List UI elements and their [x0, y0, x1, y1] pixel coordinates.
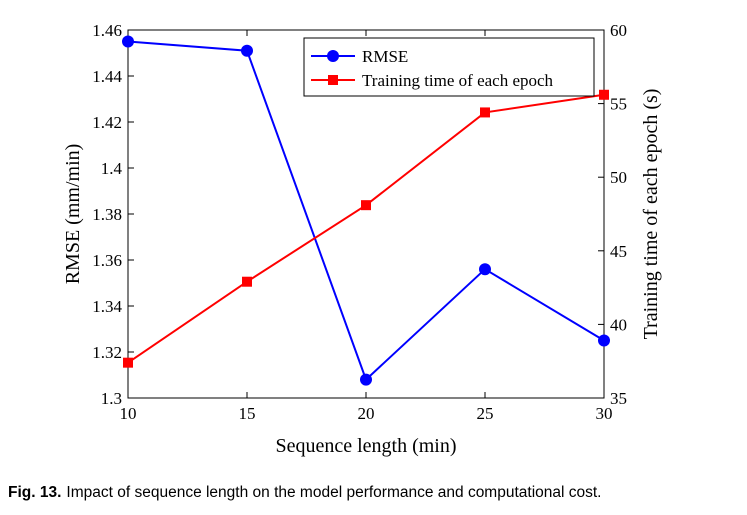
y2-tick-label: 55 — [610, 95, 627, 114]
y-tick-label: 1.36 — [92, 251, 122, 270]
left-y-axis: 1.3 1.32 1.34 1.36 1.38 1.4 1.42 1.44 1.46 — [92, 21, 134, 408]
y-axis-label: RMSE (mm/min) — [62, 144, 84, 285]
x-tick-label: 15 — [239, 404, 256, 423]
series-2-point — [480, 107, 490, 118]
x-tick-label: 30 — [596, 404, 613, 423]
legend: RMSE Training time of each epoch — [303, 37, 595, 97]
legend-time-marker — [328, 75, 338, 85]
y-tick-label: 1.3 — [101, 389, 122, 408]
legend-time-label: Training time of each epoch — [362, 71, 554, 90]
series-1-point — [598, 334, 610, 347]
x-tick-label: 10 — [120, 404, 137, 423]
chart: 10 15 20 25 30 1.3 1.32 1.34 1.36 1.38 1.4 1.42 1.4… — [62, 21, 662, 457]
figure-caption: Fig. 13. Impact of sequence length on the… — [8, 484, 743, 502]
series-2-point — [123, 357, 133, 368]
x-tick-label: 20 — [358, 404, 375, 423]
caption-label: Fig. 13. — [8, 484, 62, 501]
series-1-point — [360, 373, 372, 386]
legend-rmse-marker — [327, 50, 339, 62]
y2-axis-label: Training time of each epoch (s) — [640, 89, 662, 340]
x-tick-label: 25 — [477, 404, 494, 423]
series-2-point — [599, 89, 609, 100]
y2-tick-label: 40 — [610, 315, 627, 334]
y-tick-label: 1.34 — [92, 297, 122, 316]
y-tick-label: 1.46 — [92, 21, 122, 40]
legend-rmse-label: RMSE — [362, 47, 408, 66]
y-tick-label: 1.38 — [92, 205, 122, 224]
series-1-point — [122, 35, 134, 48]
y-tick-label: 1.42 — [92, 113, 122, 132]
y-tick-label: 1.44 — [92, 67, 122, 86]
y-tick-label: 1.32 — [92, 343, 122, 362]
y-tick-label: 1.4 — [101, 159, 123, 178]
right-y-axis: 35 40 45 50 55 60 — [598, 21, 627, 408]
series-2-point — [242, 276, 252, 287]
y2-tick-label: 45 — [610, 242, 627, 261]
series-1-point — [479, 263, 491, 276]
legend-box — [303, 37, 595, 97]
y2-tick-label: 50 — [610, 168, 627, 187]
x-axis-label: Sequence length (min) — [275, 435, 456, 457]
series-2-point — [361, 200, 371, 211]
x-axis: 10 15 20 25 30 — [120, 30, 613, 423]
caption-text: Impact of sequence length on the model p… — [66, 484, 602, 501]
y2-tick-label: 35 — [610, 389, 627, 408]
series-1-point — [241, 44, 253, 57]
y2-tick-label: 60 — [610, 21, 627, 40]
series-layer — [122, 35, 610, 386]
